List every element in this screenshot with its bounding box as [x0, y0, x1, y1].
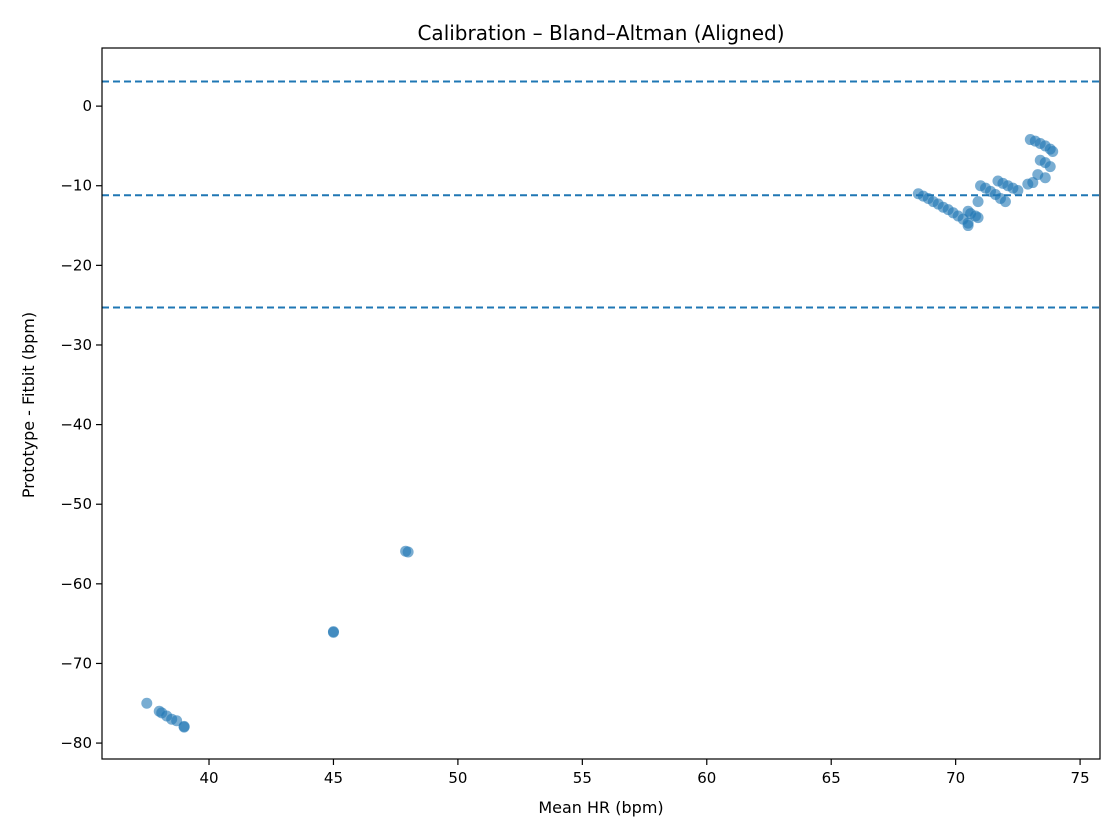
x-tick-label: 60 — [697, 769, 716, 787]
y-tick-label: −70 — [60, 654, 92, 672]
y-axis-label: Prototype - Fitbit (bpm) — [19, 312, 38, 498]
x-tick-label: 50 — [448, 769, 467, 787]
x-tick-label: 65 — [822, 769, 841, 787]
x-tick-label: 55 — [573, 769, 592, 787]
data-point — [1044, 161, 1056, 173]
data-point — [999, 196, 1011, 208]
y-tick-label: −20 — [60, 256, 92, 274]
plot-area — [102, 80, 1100, 733]
data-point — [972, 212, 984, 224]
data-point — [402, 546, 414, 558]
x-axis-label: Mean HR (bpm) — [538, 798, 663, 817]
y-tick-label: −50 — [60, 495, 92, 513]
x-tick-label: 45 — [324, 769, 343, 787]
y-tick-label: −60 — [60, 575, 92, 593]
y-tick-label: 0 — [82, 97, 92, 115]
data-point — [1047, 146, 1059, 158]
data-point — [972, 196, 984, 208]
data-point — [178, 720, 190, 732]
data-point — [141, 697, 153, 709]
data-point — [962, 220, 974, 232]
data-point — [1012, 185, 1024, 197]
y-axis-ticks: 0 −10 −20 −30 −40 −50 −60 −70 −80 — [60, 97, 102, 752]
x-tick-label: 40 — [199, 769, 218, 787]
x-tick-label: 70 — [946, 769, 965, 787]
x-tick-label: 75 — [1071, 769, 1090, 787]
y-tick-label: −30 — [60, 336, 92, 354]
y-tick-label: −80 — [60, 734, 92, 752]
data-point — [1039, 172, 1051, 184]
chart-title: Calibration – Bland–Altman (Aligned) — [417, 21, 784, 45]
data-point — [327, 626, 339, 638]
plot-frame — [101, 47, 1101, 760]
y-tick-label: −10 — [60, 177, 92, 195]
data-point — [1027, 177, 1039, 189]
y-tick-label: −40 — [60, 416, 92, 434]
x-axis-ticks: 40 45 50 55 60 65 70 75 — [199, 759, 1090, 787]
